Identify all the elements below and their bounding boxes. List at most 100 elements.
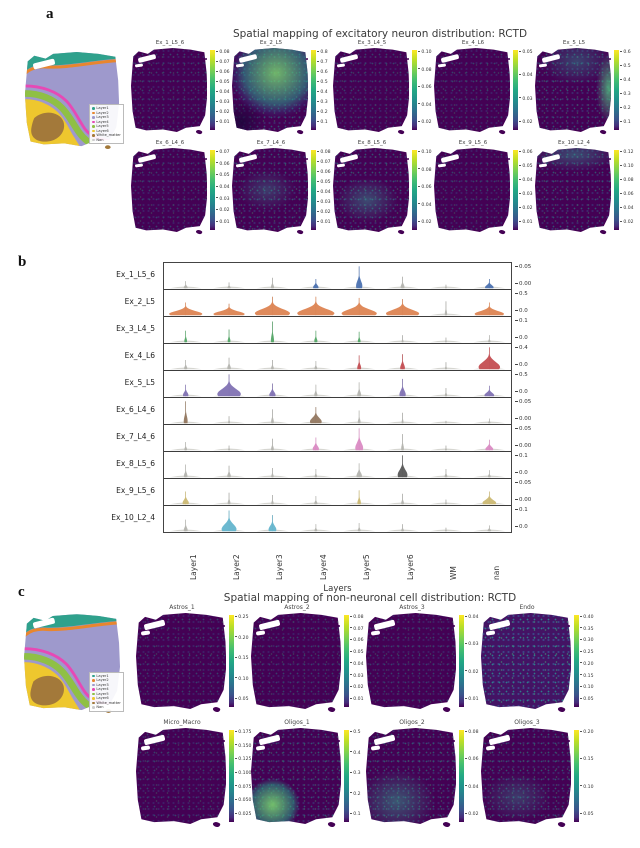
spatial-map-title: Ex_5_L5: [562, 40, 586, 46]
colorbar-tick-label: 0.3: [350, 771, 361, 776]
colorbar: [311, 50, 317, 130]
spatial-map-title: Ex_6_L4_6: [155, 140, 185, 146]
violin-body: [401, 434, 404, 451]
violin-body: [221, 510, 237, 532]
tissue-hole: [437, 63, 446, 68]
colorbar-tick-label: 0.07: [350, 627, 364, 632]
tissue-map: [535, 148, 612, 236]
tissue-fragment: [599, 229, 607, 236]
tissue-fragment: [406, 158, 409, 161]
tissue-map: [232, 48, 309, 136]
colorbar-tick-label: 0.03: [519, 97, 533, 102]
tissue-fragment: [498, 129, 506, 136]
colorbar: [229, 615, 235, 707]
colorbar-tick-label: 0.04: [519, 73, 533, 78]
colorbar-tick-label: 0.02: [418, 220, 432, 225]
layer-legend-label: Layer1: [96, 673, 109, 678]
colorbar-tick-label: 0.10: [235, 677, 249, 682]
violin-body: [444, 301, 448, 316]
tissue-spots: [333, 48, 410, 132]
violin-body: [401, 412, 404, 424]
spatial-map-row: 0.175 0.150 0.125 0.100 0.075 0.050 0.025: [136, 728, 251, 829]
spatial-map-cell: Astros_3 0.04 0.03 0.02 0.01: [366, 604, 481, 714]
colorbar-tick-label: 0.1: [317, 120, 328, 125]
violin-body: [444, 469, 448, 478]
tissue-map: [251, 613, 342, 714]
spatial-map-row: 0.06 0.05 0.04 0.03 0.02 0.01: [434, 148, 535, 236]
layer-legend-swatch: [92, 679, 95, 682]
colorbar-tick-label: 0.01: [216, 220, 230, 225]
colorbar-tick-label: 0.20: [580, 730, 594, 735]
x-axis-tick-label: Layer5: [362, 554, 372, 580]
violin-body: [357, 410, 361, 424]
colorbar-tick-label: 0.5: [350, 730, 361, 735]
tissue-hole: [143, 734, 166, 745]
tissue-hole: [541, 153, 560, 163]
y-axis-tick: 0.0: [515, 389, 528, 395]
layer-legend-item: White_matter: [92, 701, 121, 705]
colorbar-ticks: 0.04 0.03 0.02 0.01: [465, 613, 481, 705]
tissue-hole: [373, 619, 396, 630]
colorbar-ticks: 0.8 0.7 0.6 0.5 0.4 0.3 0.2 0.1: [317, 48, 333, 128]
colorbar-tick-label: 0.01: [317, 220, 331, 225]
tissue-hole: [339, 153, 358, 163]
tissue-hole: [258, 619, 281, 630]
tissue-map: [232, 148, 309, 236]
spatial-map-title: Ex_7_L4_6: [256, 140, 286, 146]
colorbar-tick-label: 0.10: [580, 685, 594, 690]
tissue-fragment: [296, 129, 304, 136]
spatial-map-row: 0.12 0.10 0.08 0.06 0.04 0.02: [535, 148, 636, 236]
tissue-hole: [238, 53, 257, 63]
colorbar-tick-label: 0.15: [580, 757, 594, 762]
violin-body: [183, 384, 189, 397]
tissue-map: [333, 48, 410, 136]
colorbar: [210, 150, 216, 230]
y-axis-tick: 0.5: [515, 372, 528, 378]
spatial-map-title: Ex_3_L4_5: [357, 40, 387, 46]
tissue-map: [136, 728, 227, 829]
violin-body: [356, 266, 363, 289]
layer-legend-label: Layer4: [96, 687, 109, 692]
layer-legend-swatch: [92, 120, 95, 124]
tissue-hole: [488, 619, 511, 630]
colorbar-ticks: 0.20 0.15 0.10 0.05: [580, 728, 596, 820]
colorbar-tick-label: 0.02: [519, 120, 533, 125]
colorbar-ticks: 0.10 0.08 0.06 0.04 0.02: [418, 48, 434, 128]
tissue-map: [481, 613, 572, 714]
layer-legend-label: Layer1: [96, 106, 109, 111]
colorbar-tick-label: 0.08: [620, 178, 634, 183]
tissue-map: [366, 613, 457, 714]
y-axis-tick: 0.0: [515, 470, 528, 476]
violin-row: [164, 344, 511, 371]
violin-body: [271, 468, 274, 478]
tissue-hole: [134, 163, 143, 168]
colorbar-tick-label: 0.06: [317, 170, 331, 175]
violin-body: [271, 438, 274, 451]
colorbar-tick-label: 0.20: [580, 662, 594, 667]
violin-body: [397, 455, 408, 478]
tissue-spots: [366, 613, 457, 709]
tissue-fragment: [507, 58, 510, 61]
colorbar-ticks: 0.10 0.08 0.06 0.04 0.02: [418, 148, 434, 228]
violin-body: [314, 384, 318, 397]
layer-legend-swatch: [92, 111, 95, 115]
violin-body: [444, 388, 448, 397]
tissue-map: [131, 148, 208, 236]
spatial-map-title: Astros_1: [169, 604, 195, 611]
layer-legend-item: Layer2: [92, 678, 120, 682]
x-axis-tick-label: WM: [448, 566, 458, 580]
layer-legend: Layer1 Layer2 Layer3 Layer4 Layer5 Layer6 Whit…: [89, 671, 124, 712]
colorbar-tick-label: 0.04: [317, 190, 331, 195]
violin-body: [310, 407, 322, 424]
violin-body: [270, 277, 274, 289]
spatial-map-cell: Ex_2_L5 0.8 0.7 0.6 0.5 0.4 0.3 0.2 0.1: [232, 40, 333, 136]
colorbar-tick-label: 0.075: [235, 785, 251, 790]
tissue-fragment: [453, 739, 456, 742]
tissue-fragment: [204, 158, 207, 161]
layer-legend-item: Layer2: [92, 111, 120, 115]
tissue-fragment: [223, 624, 226, 627]
violin-body: [183, 464, 188, 478]
layer-legend-label: Nan: [96, 137, 104, 142]
colorbar: [210, 50, 216, 130]
violin-body: [213, 303, 245, 316]
